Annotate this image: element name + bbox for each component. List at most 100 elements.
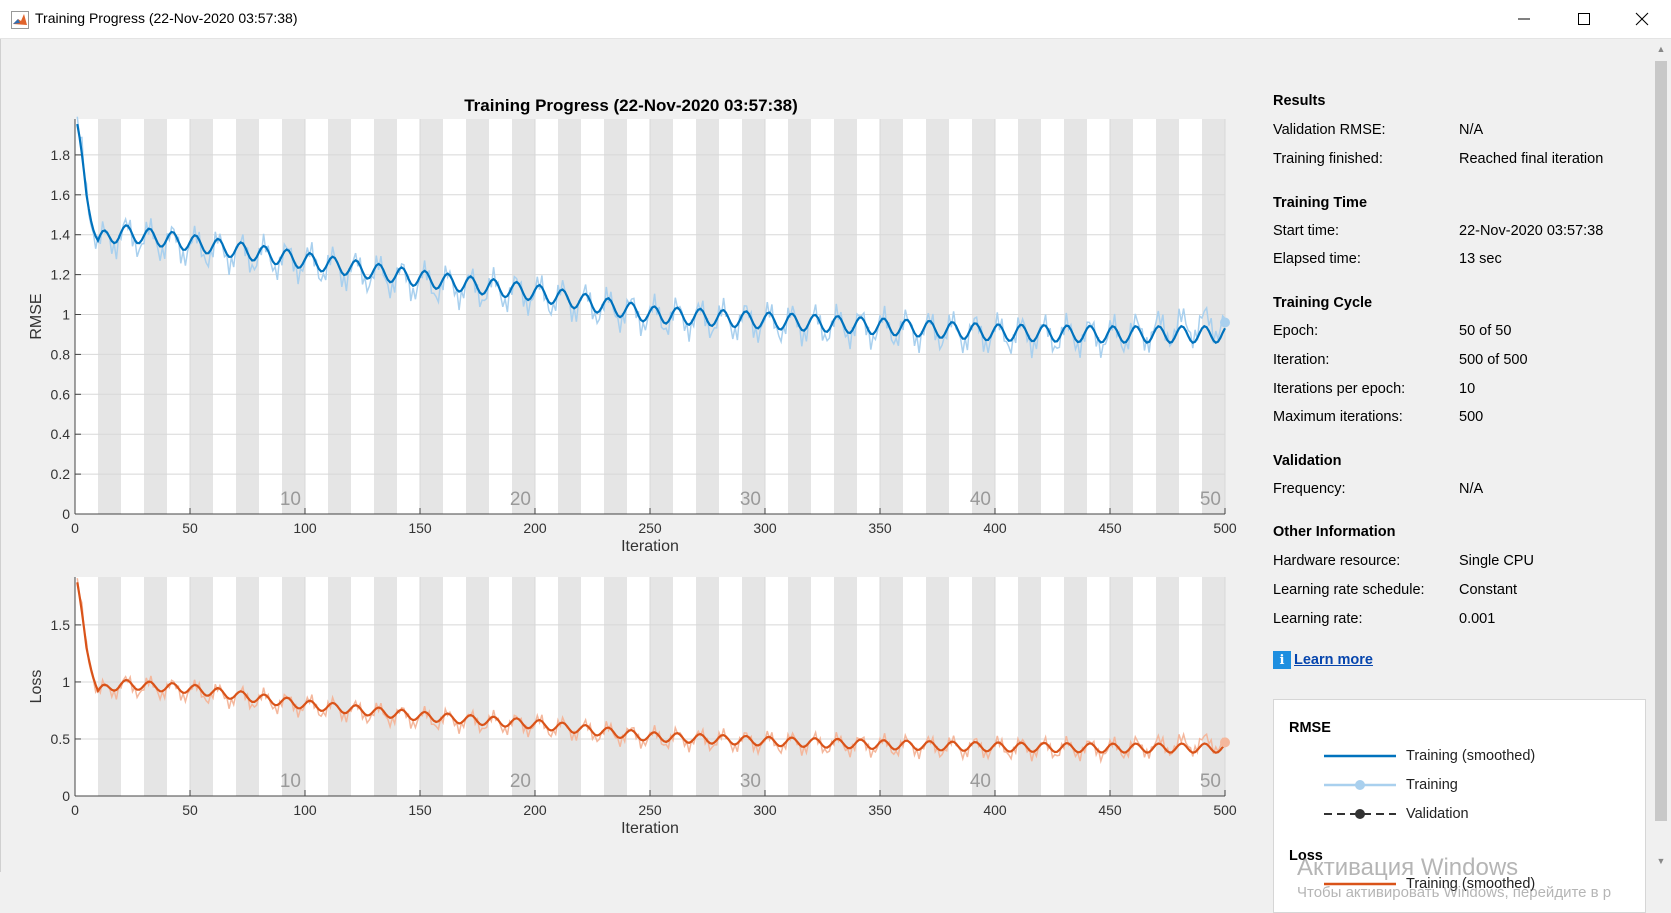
rmse-y-tick-label: 1.8 xyxy=(51,147,71,163)
training-cycle-heading: Training Cycle xyxy=(1273,295,1373,311)
rmse-epoch-band xyxy=(742,119,765,514)
rmse-epoch-band xyxy=(1064,119,1087,514)
frequency-label: Frequency: xyxy=(1273,481,1346,497)
maximize-button[interactable] xyxy=(1555,0,1613,38)
rmse-epoch-label: 20 xyxy=(510,489,531,510)
frequency-value: N/A xyxy=(1459,481,1484,497)
legend-loss-heading: Loss xyxy=(1289,848,1323,864)
close-button[interactable] xyxy=(1613,0,1671,38)
validation-heading: Validation xyxy=(1273,453,1342,469)
rmse-epoch-band xyxy=(190,119,213,514)
minimize-icon xyxy=(1518,18,1530,20)
plot-title: Training Progress (22-Nov-2020 03:57:38) xyxy=(464,96,798,115)
rmse-y-tick-label: 1 xyxy=(62,307,70,323)
loss-x-tick-label: 400 xyxy=(983,802,1007,818)
legend-line-validation xyxy=(1324,809,1396,819)
rmse-x-tick-label: 300 xyxy=(753,520,777,536)
rmse-final-point xyxy=(1220,317,1230,328)
scroll-thumb[interactable] xyxy=(1655,61,1667,821)
loss-y-tick-label: 0 xyxy=(62,788,70,804)
loss-epoch-band xyxy=(328,577,351,796)
title-bar: Training Progress (22-Nov-2020 03:57:38) xyxy=(0,0,1671,39)
loss-epoch-band xyxy=(1018,577,1041,796)
rmse-epoch-band xyxy=(1202,119,1225,514)
scroll-up-icon[interactable]: ▲ xyxy=(1656,44,1666,54)
rmse-epoch-band xyxy=(1156,119,1179,514)
rmse-x-tick-label: 450 xyxy=(1098,520,1122,536)
loss-x-tick-label: 300 xyxy=(753,802,777,818)
loss-epoch-band xyxy=(1064,577,1087,796)
rmse-y-tick-label: 1.6 xyxy=(51,187,71,203)
loss-epoch-band xyxy=(282,577,305,796)
hardware-resource-label: Hardware resource: xyxy=(1273,553,1401,569)
loss-epoch-band xyxy=(650,577,673,796)
minimize-button[interactable] xyxy=(1495,0,1553,38)
loss-epoch-band xyxy=(604,577,627,796)
rmse-training-smoothed-line xyxy=(76,123,1226,345)
rmse-epoch-label: 10 xyxy=(280,489,301,510)
legend-panel: RMSE Training (smoothed) Training Valida… xyxy=(1273,699,1646,913)
loss-epoch-label: 20 xyxy=(510,771,531,792)
rmse-x-tick-label: 200 xyxy=(523,520,547,536)
loss-x-tick-label: 0 xyxy=(71,802,79,818)
learn-more-link[interactable]: i Learn more xyxy=(1273,651,1373,669)
iterations-per-epoch-value: 10 xyxy=(1459,381,1476,397)
loss-x-tick-label: 350 xyxy=(868,802,892,818)
vertical-scrollbar[interactable]: ▲ ▼ xyxy=(1651,39,1671,872)
loss-x-tick-label: 450 xyxy=(1098,802,1122,818)
legend-rmse-training-label: Training xyxy=(1406,777,1458,793)
rmse-epoch-band xyxy=(374,119,397,514)
loss-final-point xyxy=(1220,737,1230,748)
loss-epoch-band xyxy=(420,577,443,796)
legend-rmse-smoothed: Training (smoothed) xyxy=(1324,748,1535,764)
training-time-heading: Training Time xyxy=(1273,195,1368,211)
loss-epoch-label: 50 xyxy=(1200,771,1221,792)
close-icon xyxy=(1635,12,1649,26)
legend-line-rmse-smoothed xyxy=(1324,754,1396,758)
rmse-epoch-band xyxy=(558,119,581,514)
training-finished-label: Training finished: xyxy=(1273,151,1383,167)
start-time-label: Start time: xyxy=(1273,223,1340,239)
loss-epoch-band xyxy=(236,577,259,796)
scroll-down-icon[interactable]: ▼ xyxy=(1656,856,1666,866)
validation-rmse-label: Validation RMSE: xyxy=(1273,122,1386,138)
rmse-epoch-band xyxy=(788,119,811,514)
rmse-epoch-band xyxy=(144,119,167,514)
start-time-value: 22-Nov-2020 03:57:38 xyxy=(1459,223,1604,239)
rmse-y-tick-label: 0.8 xyxy=(51,346,71,362)
legend-loss-smoothed: Training (smoothed) xyxy=(1324,876,1535,892)
loss-epoch-band xyxy=(466,577,489,796)
rmse-y-tick-label: 1.4 xyxy=(51,227,71,243)
rmse-y-tick-label: 0.4 xyxy=(51,426,71,442)
loss-x-tick-label: 50 xyxy=(182,802,198,818)
loss-epoch-band xyxy=(696,577,719,796)
legend-rmse-validation: Validation xyxy=(1324,806,1469,822)
loss-epoch-band xyxy=(558,577,581,796)
loss-epoch-label: 10 xyxy=(280,771,301,792)
loss-training-smoothed-line xyxy=(76,582,1226,754)
results-heading: Results xyxy=(1273,93,1326,109)
loss-epoch-band xyxy=(788,577,811,796)
elapsed-time-value: 13 sec xyxy=(1459,251,1502,267)
rmse-x-tick-label: 150 xyxy=(408,520,432,536)
loss-epoch-band xyxy=(512,577,535,796)
legend-rmse-heading: RMSE xyxy=(1289,720,1331,736)
rmse-x-tick-label: 400 xyxy=(983,520,1007,536)
rmse-x-tick-label: 350 xyxy=(868,520,892,536)
rmse-epoch-band xyxy=(1018,119,1041,514)
rmse-epoch-band xyxy=(98,119,121,514)
maximize-icon xyxy=(1578,13,1590,25)
legend-loss-smoothed-label: Training (smoothed) xyxy=(1406,876,1536,892)
rmse-x-axis-label: Iteration xyxy=(621,538,679,555)
legend-line-rmse-training xyxy=(1324,780,1396,790)
rmse-epoch-band xyxy=(328,119,351,514)
training-finished-value: Reached final iteration xyxy=(1459,151,1604,167)
loss-y-tick-label: 1 xyxy=(62,674,70,690)
learning-rate-schedule-value: Constant xyxy=(1459,582,1518,598)
learning-rate-schedule-label: Learning rate schedule: xyxy=(1273,582,1425,598)
elapsed-time-label: Elapsed time: xyxy=(1273,251,1361,267)
legend-rmse-validation-label: Validation xyxy=(1406,806,1469,822)
other-information-heading: Other Information xyxy=(1273,524,1396,540)
learn-more-label[interactable]: Learn more xyxy=(1294,652,1373,668)
rmse-x-tick-label: 0 xyxy=(71,520,79,536)
